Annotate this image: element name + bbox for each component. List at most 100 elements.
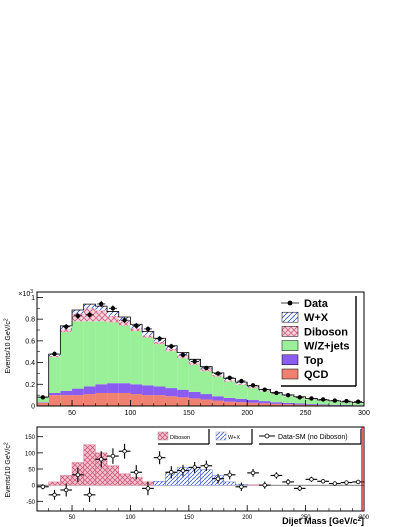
y-tick-label: 150	[25, 435, 36, 441]
top-y-ticks: 1 0.8 0.6 0.4 0.2 0	[25, 295, 43, 411]
bar	[95, 321, 108, 385]
data-point	[62, 324, 71, 330]
data-points	[38, 300, 363, 404]
bar	[107, 315, 119, 323]
residual-points	[37, 443, 364, 502]
data-point	[167, 343, 176, 349]
legend-entry-diboson: Diboson	[155, 429, 210, 445]
residual-point	[153, 451, 166, 465]
bar	[200, 469, 213, 486]
data-point	[249, 383, 258, 388]
data-point	[354, 399, 363, 404]
residual-point	[188, 461, 201, 473]
bar	[235, 398, 248, 403]
bar	[72, 388, 84, 396]
data-point	[97, 300, 106, 308]
bar	[165, 388, 178, 397]
bar	[328, 404, 341, 406]
bar	[188, 364, 201, 392]
y-tick-label: 0.2	[25, 382, 35, 389]
wx-residual-hist	[153, 467, 248, 486]
legend-entry-data: Data	[281, 298, 329, 310]
bar	[235, 402, 248, 406]
bar	[305, 404, 318, 405]
y-tick-label: -50	[26, 500, 35, 506]
bar	[130, 394, 143, 406]
bar	[258, 401, 271, 404]
bar	[60, 390, 73, 396]
bar	[48, 392, 61, 396]
data-point	[319, 397, 328, 402]
bar	[83, 444, 96, 486]
bar	[247, 400, 259, 403]
residual-point	[48, 490, 61, 500]
bar	[200, 399, 213, 406]
bar	[107, 383, 119, 393]
bar	[188, 391, 201, 399]
bar	[142, 385, 154, 396]
bar	[118, 473, 131, 486]
bar	[107, 392, 119, 406]
bar	[305, 404, 318, 406]
bar	[200, 371, 213, 395]
bar	[270, 403, 283, 406]
series-top	[37, 383, 364, 406]
data-point	[330, 398, 339, 403]
legend-label: Data	[304, 298, 329, 310]
data-point	[38, 395, 47, 400]
residual-point	[60, 483, 73, 497]
top-x-ticks: 50 100 150 200 250 300	[48, 400, 370, 417]
bar	[188, 398, 201, 406]
bar	[48, 356, 61, 358]
legend-entry-diboson: Diboson	[281, 326, 348, 338]
legend-label: Diboson	[170, 435, 190, 441]
bar	[212, 400, 224, 406]
bar	[142, 337, 154, 386]
data-point	[260, 387, 269, 392]
y-tick-label: 0.8	[25, 317, 35, 324]
data-point	[295, 395, 304, 400]
legend-label: W/Z+jets	[304, 341, 350, 353]
bar	[165, 396, 178, 406]
bar	[305, 399, 318, 405]
bar	[223, 481, 236, 486]
bar	[153, 344, 166, 387]
y-tick-label: 0	[31, 404, 35, 411]
stack-outline	[36, 303, 364, 406]
bar	[72, 321, 84, 389]
bar	[223, 380, 236, 382]
legend-label: W+X	[304, 312, 329, 324]
bar	[130, 331, 143, 385]
bar	[118, 392, 131, 406]
y-tick-label: 0	[32, 484, 36, 490]
stacked-histogram	[36, 303, 364, 406]
data-point	[307, 396, 316, 401]
bottom-x-ticks: 50 100 150 200 250 300	[48, 505, 370, 521]
residual-point	[235, 482, 248, 491]
data-point	[214, 371, 223, 376]
bar	[223, 397, 236, 402]
bar	[142, 335, 154, 338]
bar	[130, 328, 143, 332]
bar	[48, 481, 61, 486]
bar	[293, 404, 306, 406]
data-point	[284, 392, 293, 398]
x-tick-label: 150	[183, 410, 195, 417]
bar	[83, 394, 96, 406]
residual-point	[72, 467, 84, 482]
residual-point	[200, 460, 213, 471]
y-tick-label: 50	[28, 468, 35, 474]
data-point	[272, 390, 281, 396]
data-point	[108, 305, 117, 312]
residual-point	[223, 470, 236, 480]
bar	[107, 322, 119, 384]
bar	[212, 375, 224, 377]
legend-entry-qcd: QCD	[281, 368, 329, 381]
residual-point	[142, 481, 154, 496]
legend-entry-w-z-jets: W/Z+jets	[281, 340, 350, 353]
bar	[223, 381, 236, 398]
x-tick-label: 300	[359, 515, 370, 521]
residual-point	[130, 465, 143, 480]
bar	[270, 394, 283, 403]
